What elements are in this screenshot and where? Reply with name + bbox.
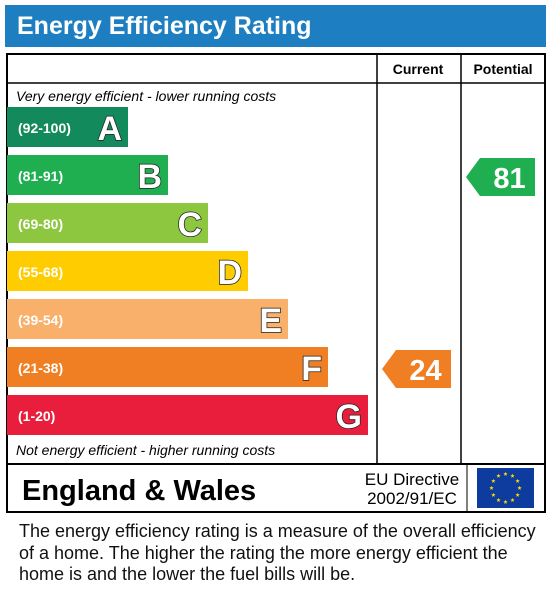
band-bar-g — [7, 395, 368, 435]
column-header-current: Current — [393, 61, 444, 77]
band-range-d: (55-68) — [18, 264, 63, 280]
band-g: (1-20) G — [7, 395, 368, 437]
band-a: (92-100) A — [7, 107, 128, 149]
potential-rating-arrow-shape — [466, 158, 535, 196]
band-bar-c — [7, 203, 208, 243]
eu-star-icon — [515, 478, 520, 483]
eu-star-icon — [517, 485, 522, 490]
current-rating-arrow-value: 24 — [409, 355, 441, 387]
top-caption: Very energy efficient - lower running co… — [16, 88, 276, 104]
current-rating-arrow: 24 — [382, 350, 451, 388]
band-range-g: (1-20) — [18, 408, 55, 424]
band-f: (21-38) F — [7, 347, 328, 389]
band-b: (81-91) B — [7, 155, 168, 197]
eu-star-icon — [510, 473, 515, 478]
eu-star-icon — [491, 492, 496, 497]
current-rating-arrow-shape — [382, 350, 451, 388]
rating-bands: (92-100) A (81-91) B (69-80) C (55-68) D (39-54)… — [7, 107, 368, 437]
band-letter-f: F — [301, 350, 322, 388]
band-letter-a: A — [97, 110, 122, 148]
region-label: England & Wales — [22, 475, 256, 507]
eu-star-icon — [503, 499, 508, 504]
eu-star-icon — [503, 471, 508, 476]
band-letter-e: E — [259, 302, 282, 340]
title-bar: Energy Efficiency Rating — [5, 5, 546, 47]
band-range-b: (81-91) — [18, 168, 63, 184]
eu-star-icon — [496, 497, 501, 502]
chart-title: Energy Efficiency Rating — [17, 12, 312, 40]
bottom-caption: Not energy efficient - higher running co… — [16, 442, 275, 458]
band-letter-g: G — [336, 398, 362, 436]
band-c: (69-80) C — [7, 203, 208, 245]
band-e: (39-54) E — [7, 299, 288, 341]
eu-star-icon — [515, 492, 520, 497]
band-d: (55-68) D — [7, 251, 248, 293]
column-header-potential: Potential — [473, 61, 532, 77]
band-bar-b — [7, 155, 168, 195]
band-bar-a — [7, 107, 128, 147]
eu-star-icon — [491, 478, 496, 483]
band-letter-b: B — [137, 158, 162, 196]
directive-line2: 2002/91/EC — [367, 489, 457, 508]
directive-line1: EU Directive — [365, 470, 459, 489]
band-range-f: (21-38) — [18, 360, 63, 376]
band-range-e: (39-54) — [18, 312, 63, 328]
potential-rating-arrow: 81 — [466, 158, 535, 196]
eu-star-icon — [496, 473, 501, 478]
footnote: The energy efficiency rating is a measur… — [19, 521, 536, 584]
band-letter-d: D — [217, 254, 242, 292]
band-bar-f — [7, 347, 328, 387]
band-bar-e — [7, 299, 288, 339]
potential-rating-arrow-value: 81 — [493, 163, 525, 195]
band-bar-d — [7, 251, 248, 291]
band-range-a: (92-100) — [18, 120, 71, 136]
band-letter-c: C — [177, 206, 202, 244]
rating-arrows: 24 81 — [382, 158, 535, 388]
eu-star-icon — [510, 497, 515, 502]
eu-star-icon — [489, 485, 494, 490]
eu-flag-icon — [477, 468, 534, 508]
band-range-c: (69-80) — [18, 216, 63, 232]
